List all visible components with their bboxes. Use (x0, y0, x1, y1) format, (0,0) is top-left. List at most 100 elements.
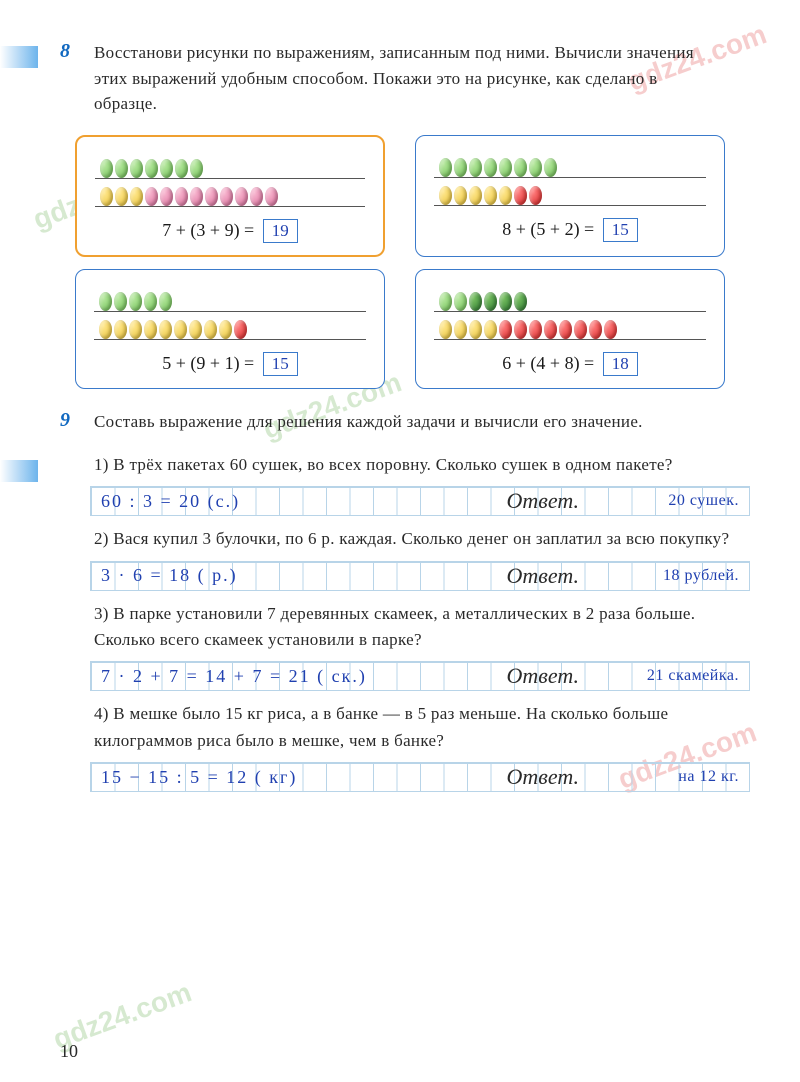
bead (175, 187, 188, 206)
bead (469, 186, 482, 205)
answer-label: Ответ. (507, 663, 579, 689)
equation-text: 8 + (5 + 2) = (502, 219, 594, 239)
bead (234, 320, 247, 339)
abacus-wire (94, 318, 366, 340)
handwritten-work: 7 · 2 + 7 = 14 + 7 = 21 ( ск.) (91, 666, 367, 687)
handwritten-work: 3 · 6 = 18 ( р.) (91, 565, 238, 586)
bead (499, 292, 512, 311)
bead (514, 186, 527, 205)
abacus-wire (95, 157, 365, 179)
abacus-box-3: 5 + (9 + 1) = 15 (75, 269, 385, 389)
answer-value: 21 скамейка. (647, 667, 739, 685)
abacus-wire (94, 290, 366, 312)
bead (499, 320, 512, 339)
subtask-1-prompt: 1) В трёх пакетах 60 сушек, во всех поро… (94, 452, 740, 478)
abacus-wire (434, 318, 706, 340)
task-text: Восстанови рисунки по выражениям, записа… (94, 40, 724, 117)
bead (454, 158, 467, 177)
bead (454, 186, 467, 205)
bead (190, 159, 203, 178)
bead (484, 186, 497, 205)
equation-text: 6 + (4 + 8) = (502, 353, 594, 373)
bead (219, 320, 232, 339)
abacus-box-2: 8 + (5 + 2) = 15 (415, 135, 725, 257)
abacus-box-4: 6 + (4 + 8) = 18 (415, 269, 725, 389)
bead (484, 158, 497, 177)
abacus-wire (434, 184, 706, 206)
equation: 5 + (9 + 1) = 15 (94, 352, 366, 376)
abacus-wire (95, 185, 365, 207)
accent-bar (0, 46, 38, 68)
bead (99, 292, 112, 311)
equation: 8 + (5 + 2) = 15 (434, 218, 706, 242)
answer-value: 18 рублей. (663, 567, 739, 585)
subtask-3-prompt: 3) В парке установили 7 деревянных скаме… (94, 601, 740, 654)
task-9: 9 Составь выражение для решения каждой з… (60, 409, 740, 435)
bead (130, 159, 143, 178)
answer-grid: 60 : 3 = 20 (с.) Ответ. 20 сушек. (90, 486, 750, 516)
equation: 7 + (3 + 9) = 19 (95, 219, 365, 243)
bead (514, 320, 527, 339)
bead (144, 292, 157, 311)
bead (115, 159, 128, 178)
answer-box: 15 (603, 218, 638, 242)
task-number: 8 (60, 40, 90, 63)
workbook-page: 8 Восстанови рисунки по выражениям, запи… (0, 0, 800, 826)
answer-label: Ответ. (507, 488, 579, 514)
bead (484, 292, 497, 311)
handwritten-work: 15 − 15 : 5 = 12 ( кг) (91, 767, 297, 788)
bead (250, 187, 263, 206)
subtask-2-prompt: 2) Вася купил 3 булочки, по 6 р. каждая.… (94, 526, 740, 552)
bead (499, 186, 512, 205)
bead (144, 320, 157, 339)
bead (160, 159, 173, 178)
answer-box: 18 (603, 352, 638, 376)
bead (159, 320, 172, 339)
bead (529, 158, 542, 177)
bead (544, 320, 557, 339)
bead (100, 159, 113, 178)
answer-value: на 12 кг. (678, 768, 739, 786)
bead (469, 320, 482, 339)
bead (574, 320, 587, 339)
abacus-wire (434, 290, 706, 312)
bead (559, 320, 572, 339)
bead (189, 320, 202, 339)
bead (439, 292, 452, 311)
task-8: 8 Восстанови рисунки по выражениям, запи… (60, 40, 740, 117)
bead (529, 186, 542, 205)
bead (544, 158, 557, 177)
bead (454, 292, 467, 311)
bead (484, 320, 497, 339)
task-number: 9 (60, 409, 90, 432)
bead (129, 320, 142, 339)
bead (99, 320, 112, 339)
subtask-4-prompt: 4) В мешке было 15 кг риса, а в банке — … (94, 701, 740, 754)
bead (439, 320, 452, 339)
abacus-wire (434, 156, 706, 178)
bead (205, 187, 218, 206)
bead (204, 320, 217, 339)
bead (235, 187, 248, 206)
answer-box: 15 (263, 352, 298, 376)
bead (115, 187, 128, 206)
bead (469, 292, 482, 311)
bead (174, 320, 187, 339)
bead (439, 186, 452, 205)
bead (175, 159, 188, 178)
bead (114, 292, 127, 311)
bead (220, 187, 233, 206)
bead (130, 187, 143, 206)
answer-label: Ответ. (507, 764, 579, 790)
answer-value: 20 сушек. (668, 492, 739, 510)
bead (159, 292, 172, 311)
handwritten-work: 60 : 3 = 20 (с.) (91, 491, 240, 512)
bead (129, 292, 142, 311)
accent-bar (0, 460, 38, 482)
page-number: 10 (60, 1041, 78, 1062)
bead (469, 158, 482, 177)
bead (529, 320, 542, 339)
answer-grid: 15 − 15 : 5 = 12 ( кг) Ответ. на 12 кг. (90, 762, 750, 792)
abacus-box-1: 7 + (3 + 9) = 19 (75, 135, 385, 257)
bead (514, 158, 527, 177)
